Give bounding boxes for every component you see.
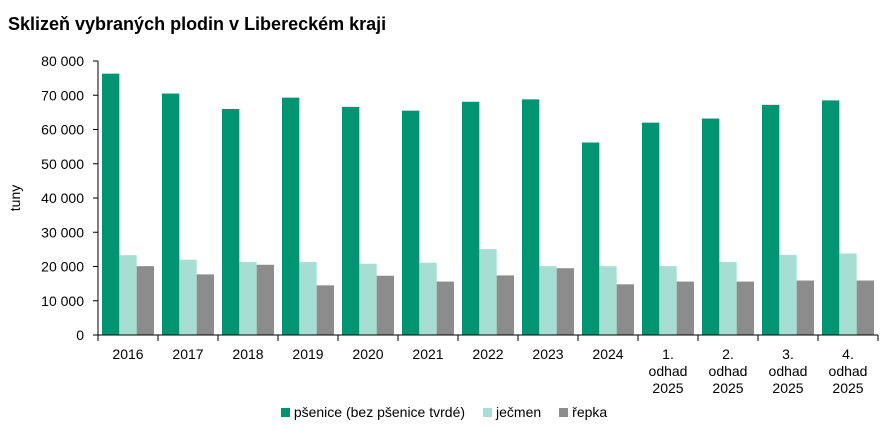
legend-swatch <box>483 407 493 417</box>
bar <box>522 99 540 335</box>
legend-swatch <box>280 407 290 417</box>
x-tick-label-line: 2022 <box>472 346 503 362</box>
x-tick-label-line: 2. <box>722 346 734 362</box>
bar <box>856 280 874 335</box>
x-tick-label-line: 2017 <box>172 346 203 362</box>
x-tick-label-line: 2018 <box>232 346 263 362</box>
legend-item: ječmen <box>483 404 541 420</box>
x-tick-label-line: 2025 <box>652 380 683 396</box>
x-tick-label-line: 2020 <box>352 346 383 362</box>
y-tick-label: 30 000 <box>41 224 84 240</box>
bar <box>462 101 480 335</box>
x-tick-label: 2021 <box>412 346 443 362</box>
chart-legend: pšenice (bez pšenice tvrdé) ječmen řepka <box>0 404 888 420</box>
x-tick-label-line: 2019 <box>292 346 323 362</box>
x-tick-label: 4. odhad 2025 <box>829 346 868 396</box>
bar <box>719 262 737 335</box>
x-tick-label: 2019 <box>292 346 323 362</box>
bar <box>539 266 557 335</box>
bar <box>496 275 514 335</box>
x-tick-label: 2024 <box>592 346 623 362</box>
bar <box>102 73 120 336</box>
y-tick-label: 60 000 <box>41 122 84 138</box>
x-tick-label: 1. odhad 2025 <box>649 346 688 396</box>
bar <box>616 284 634 335</box>
y-tick-label: 70 000 <box>41 87 84 103</box>
x-tick-label-line: 1. <box>662 346 674 362</box>
y-tick-label: 10 000 <box>41 293 84 309</box>
legend-label: ječmen <box>496 404 542 420</box>
x-tick-label: 3. odhad 2025 <box>769 346 808 396</box>
bar <box>196 274 214 335</box>
bar <box>839 253 857 335</box>
x-tick-label-line: odhad <box>649 363 688 379</box>
x-tick-label-line: 2025 <box>772 380 803 396</box>
bar <box>736 281 754 335</box>
bar <box>659 266 677 335</box>
y-tick-label: 0 <box>76 327 84 343</box>
bar <box>162 93 180 335</box>
x-tick-label-line: 2025 <box>712 380 743 396</box>
legend-label: řepka <box>572 404 608 420</box>
x-tick-label-line: 2023 <box>532 346 563 362</box>
bar <box>419 262 437 335</box>
x-tick-label: 2020 <box>352 346 383 362</box>
bar <box>136 266 154 335</box>
x-tick-label-line: 2024 <box>592 346 623 362</box>
x-tick-label: 2018 <box>232 346 263 362</box>
x-tick-label: 2. odhad 2025 <box>709 346 748 396</box>
chart-title: Sklizeň vybraných plodin v Libereckém kr… <box>8 14 387 34</box>
bar <box>436 281 454 335</box>
y-tick-label: 40 000 <box>41 190 84 206</box>
bar <box>479 249 497 335</box>
bar <box>762 104 780 335</box>
bar <box>376 275 394 335</box>
bar <box>299 262 317 335</box>
y-tick-label: 20 000 <box>41 259 84 275</box>
legend-swatch <box>559 407 569 417</box>
x-tick-label: 2022 <box>472 346 503 362</box>
x-tick-label: 2016 <box>112 346 143 362</box>
x-tick-label: 2023 <box>532 346 563 362</box>
bar-chart: 0 10 000 20 000 30 000 40 000 50 000 60 000 70 … <box>7 53 879 396</box>
bar <box>642 122 660 336</box>
bar <box>342 106 360 335</box>
x-tick-label-line: 4. <box>842 346 854 362</box>
bar <box>359 263 377 335</box>
x-tick-label-line: 3. <box>782 346 794 362</box>
bar <box>402 110 420 335</box>
bar <box>179 259 197 335</box>
bar <box>119 255 137 335</box>
bar <box>779 254 797 335</box>
bar <box>239 262 257 335</box>
x-tick-label-line: odhad <box>829 363 868 379</box>
bar <box>222 108 240 335</box>
bar <box>702 118 720 335</box>
bar <box>599 266 617 335</box>
bar <box>582 142 600 335</box>
legend-label: pšenice (bez pšenice tvrdé) <box>293 404 466 420</box>
bar <box>316 285 334 335</box>
bar <box>282 97 300 336</box>
bar <box>822 100 840 335</box>
x-tick-label-line: odhad <box>709 363 748 379</box>
bar <box>256 264 274 335</box>
bar <box>676 281 694 335</box>
x-tick-label-line: 2021 <box>412 346 443 362</box>
x-tick-label-line: 2016 <box>112 346 143 362</box>
bar <box>556 268 574 335</box>
x-tick-label-line: odhad <box>769 363 808 379</box>
x-tick-label-line: 2025 <box>832 380 863 396</box>
y-tick-label: 50 000 <box>41 156 84 172</box>
legend-item: řepka <box>559 404 607 420</box>
x-tick-label: 2017 <box>172 346 203 362</box>
legend-item: pšenice (bez pšenice tvrdé) <box>280 404 466 420</box>
bar <box>796 280 814 335</box>
y-axis-label: tuny <box>7 185 23 211</box>
y-tick-label: 80 000 <box>41 53 84 69</box>
